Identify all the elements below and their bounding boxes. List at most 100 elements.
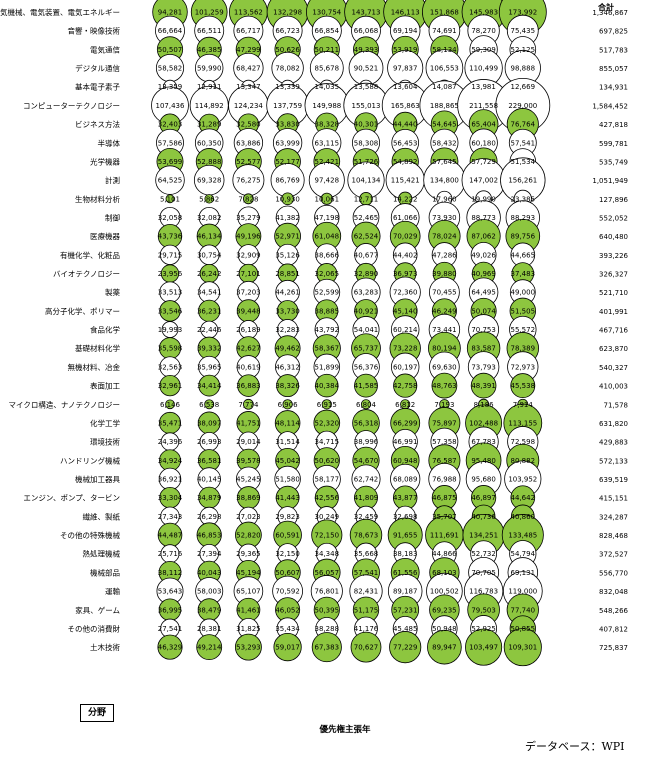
bubble (431, 372, 458, 399)
bubble-value-label: 44,866 (432, 550, 457, 558)
bubble-value-label: 40,921 (354, 307, 379, 315)
bubble-value-label: 68,427 (236, 65, 261, 73)
bubble (427, 629, 462, 665)
bubble-value-label: 45,485 (393, 625, 418, 633)
bubble-value-label: 38,328 (315, 121, 340, 129)
bubble-value-label: 52,421 (315, 158, 340, 166)
bubble-value-label: 14,087 (432, 83, 457, 91)
bubble-value-label: 113,562 (234, 9, 263, 17)
bubble (273, 633, 302, 662)
row-total: 631,820 (599, 420, 628, 428)
bubble-value-label: 52,599 (315, 289, 340, 297)
bubble-value-label: 33,304 (158, 494, 183, 502)
bubble-value-label: 63,283 (354, 289, 379, 297)
bubble-value-label: 113,155 (508, 419, 537, 427)
bubble-value-label: 73,793 (471, 363, 496, 371)
bubble-value-label: 78,673 (354, 532, 379, 540)
bubble (282, 399, 293, 410)
bubble-value-label: 42,758 (393, 382, 418, 390)
bubble-value-label: 147,002 (469, 177, 498, 185)
bubble-value-label: 50,948 (432, 625, 457, 633)
bubble-value-label: 50,211 (315, 46, 340, 54)
bubble-value-label: 38,288 (315, 625, 340, 633)
bubble-value-label: 49,026 (471, 251, 496, 259)
bubble-value-label: 35,279 (236, 214, 261, 222)
row-label: 電気通信 (90, 44, 120, 54)
bubble-value-label: 85,678 (315, 65, 340, 73)
bubble-value-label: 65,404 (471, 121, 496, 129)
bubble-value-label: 94,281 (158, 9, 183, 17)
bubble-value-label: 70,455 (432, 289, 457, 297)
bubble-value-label: 31,825 (236, 625, 261, 633)
bubble-value-label: 34,924 (158, 457, 183, 465)
row-total: 548,266 (599, 607, 628, 615)
bubble-value-label: 38,326 (275, 382, 300, 390)
row-total: 556,770 (599, 569, 628, 577)
row-label: デジタル通信 (75, 63, 120, 73)
bubble (360, 399, 372, 410)
bubble-value-label: 33,730 (275, 307, 300, 315)
bubble-value-label: 46,134 (197, 233, 222, 241)
bubble-value-label: 6,538 (199, 401, 219, 409)
row-label: バイオテクノロジー (53, 270, 120, 279)
row-total: 521,710 (599, 289, 628, 297)
bubble-value-label: 89,756 (511, 233, 536, 241)
bubble-value-label: 54,645 (432, 121, 457, 129)
row-label: 光学機器 (90, 156, 120, 166)
row-label: 繊維、製紙 (83, 511, 121, 521)
bubble-value-label: 41,443 (275, 494, 300, 502)
bubble-value-label: 6,804 (356, 401, 377, 409)
bubble-value-label: 115,421 (391, 177, 420, 185)
bubble-value-label: 59,990 (197, 65, 222, 73)
row-total: 552,052 (599, 214, 628, 222)
bubble-value-label: 61,048 (315, 233, 340, 241)
bubble-value-label: 137,759 (273, 102, 302, 110)
bubble-value-label: 51,726 (354, 158, 379, 166)
bubble-value-label: 66,068 (354, 27, 379, 35)
row-label: 化学工学 (90, 418, 120, 428)
bubble-value-label: 38,112 (158, 569, 183, 577)
bubble-value-label: 52,177 (275, 158, 300, 166)
bubble-value-label: 63,999 (275, 139, 300, 147)
bubble-value-label: 30,754 (197, 251, 222, 259)
row-label: 基礎材料化学 (75, 343, 120, 353)
bubble (320, 192, 333, 205)
bubble (159, 374, 181, 397)
bubble-value-label: 31,514 (275, 438, 300, 446)
bubble (234, 633, 262, 661)
bubble-value-label: 106,553 (430, 65, 459, 73)
bubble-value-label: 66,299 (393, 419, 418, 427)
row-total: 401,991 (599, 308, 628, 316)
bubble-value-label: 57,541 (511, 139, 536, 147)
bubble-value-label: 58,582 (158, 65, 183, 73)
bubble-value-label: 58,177 (315, 476, 340, 484)
row-total: 517,783 (599, 46, 628, 54)
bubble-value-label: 53,699 (158, 158, 183, 166)
row-total: 1,051,949 (592, 177, 628, 185)
row-label: 生物材料分析 (75, 194, 120, 204)
bubble (354, 373, 378, 398)
bubble-value-label: 29,823 (275, 513, 300, 521)
bubble-value-label: 19,990 (471, 195, 496, 203)
bubble-value-label: 72,973 (511, 363, 536, 371)
bubble-value-label: 36,973 (393, 270, 418, 278)
bubble-value-label: 32,909 (236, 251, 261, 259)
bubble-value-label: 41,809 (354, 494, 379, 502)
bubble-value-label: 51,175 (354, 606, 379, 614)
bubble-value-label: 52,971 (275, 233, 300, 241)
bubble-value-label: 89,947 (432, 644, 457, 652)
bubble-value-label: 146,113 (391, 9, 420, 17)
bubble-value-label: 57,729 (471, 158, 496, 166)
bubble-value-label: 7,774 (238, 401, 259, 409)
bubble-value-label: 188,865 (430, 102, 459, 110)
row-label: その他の消費財 (68, 623, 121, 633)
bubble-value-label: 95,480 (471, 457, 496, 465)
bubble-value-label: 70,627 (354, 644, 379, 652)
bubble-value-label: 64,525 (158, 177, 183, 185)
bubble-value-label: 52,577 (236, 158, 261, 166)
bubble-value-label: 155,013 (352, 102, 381, 110)
bubble-value-label: 40,677 (354, 251, 379, 259)
bubble-value-label: 49,393 (354, 46, 379, 54)
bubble-value-label: 145,983 (469, 9, 498, 17)
bubble-value-label: 97,837 (393, 65, 418, 73)
